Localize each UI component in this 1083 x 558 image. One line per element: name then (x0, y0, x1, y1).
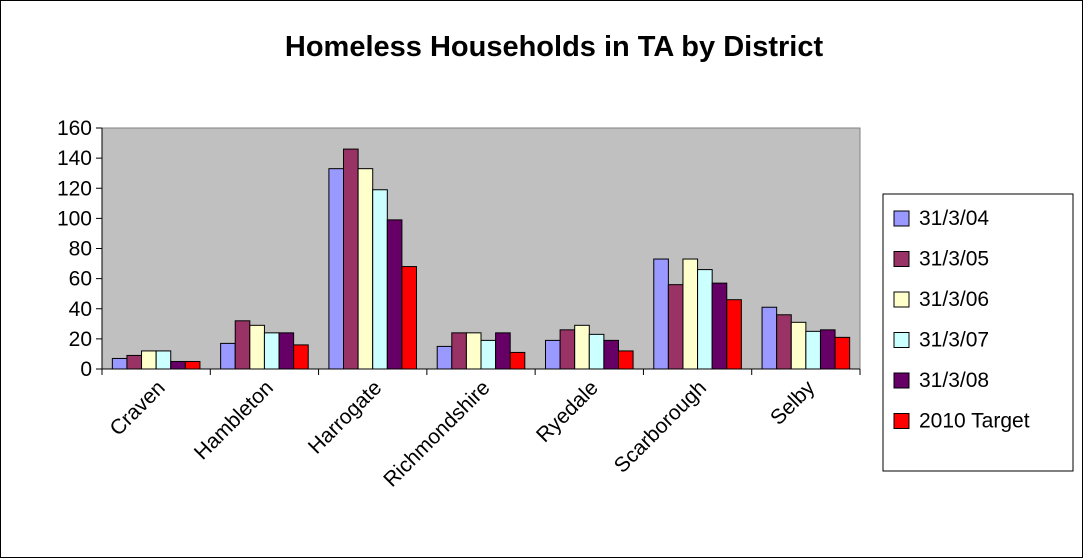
x-category-label: Craven (106, 376, 170, 440)
bar-craven-6 (184, 360, 201, 370)
bar-richmondshire-2 (451, 332, 467, 370)
y-axis: 0 20 40 60 80 100 120 140 160 (57, 117, 103, 381)
bar-harrogate-1 (328, 168, 345, 370)
x-category-label: Richmondshire (379, 376, 494, 491)
y-tick-label: 20 (69, 328, 92, 351)
bar-harrogate-3 (357, 168, 374, 370)
legend-label: 31/3/04 (919, 207, 989, 230)
x-category-label: Selby (766, 376, 820, 430)
bar-selby-2 (776, 314, 792, 370)
bar-ryedale-3 (574, 324, 590, 370)
bar-hambleton-1 (220, 342, 236, 370)
legend-label: 31/3/05 (919, 248, 989, 271)
y-tick-label: 40 (69, 298, 92, 321)
x-category-label: Scarborough (610, 376, 711, 477)
bar-scarborough-5 (711, 282, 728, 370)
bar-selby-6 (834, 336, 851, 370)
legend-swatch (893, 291, 910, 308)
bar-harrogate-6 (401, 266, 418, 370)
bar-hambleton-4 (263, 332, 280, 370)
bar-ryedale-4 (588, 333, 605, 370)
legend-label: 2010 Target (919, 410, 1030, 433)
bar-craven-3 (141, 350, 157, 370)
x-category-label: Ryedale (532, 376, 603, 447)
legend-swatch (893, 372, 910, 389)
bar-hambleton-6 (293, 344, 309, 370)
legend: 31/3/04 31/3/05 31/3/06 31/3/07 31/3/08 2010 … (882, 193, 1074, 472)
bar-selby-1 (761, 306, 778, 370)
bar-ryedale-5 (603, 339, 619, 370)
bar-hambleton-5 (278, 332, 295, 370)
bar-scarborough-6 (726, 299, 742, 370)
bar-richmondshire-1 (436, 345, 453, 370)
y-tick-label: 60 (69, 268, 92, 291)
bar-ryedale-6 (617, 350, 634, 370)
legend-swatch (893, 210, 910, 227)
bar-craven-2 (126, 354, 143, 370)
bar-hambleton-2 (234, 320, 251, 370)
legend-label: 31/3/07 (919, 329, 989, 352)
bar-ryedale-1 (544, 339, 561, 370)
bar-selby-3 (790, 321, 807, 370)
bar-selby-5 (819, 329, 836, 370)
x-category-label: Harrogate (304, 376, 386, 458)
bar-scarborough-2 (667, 284, 684, 370)
bar-richmondshire-3 (465, 332, 482, 370)
bar-scarborough-3 (682, 258, 699, 370)
bar-hambleton-3 (249, 324, 265, 370)
legend-swatch (893, 332, 910, 348)
y-tick-label: 80 (69, 238, 92, 261)
bar-harrogate-4 (372, 189, 388, 370)
y-tick-label: 100 (57, 207, 92, 230)
chart-title: Homeless Households in TA by District (285, 31, 824, 63)
y-tick-label: 160 (57, 117, 92, 140)
bar-harrogate-5 (386, 219, 403, 370)
legend-label: 31/3/08 (919, 369, 989, 392)
bar-ryedale-2 (559, 329, 576, 370)
bar-richmondshire-6 (509, 351, 526, 370)
x-category-label: Hambleton (190, 376, 278, 464)
bar-richmondshire-4 (480, 339, 497, 370)
bar-craven-5 (170, 360, 186, 370)
y-tick-label: 140 (57, 147, 92, 170)
bar-scarborough-4 (697, 269, 713, 370)
legend-swatch (893, 413, 910, 429)
bar-craven-4 (155, 350, 172, 370)
y-tick-label: 120 (57, 177, 92, 200)
bar-selby-4 (805, 330, 821, 370)
legend-label: 31/3/06 (919, 288, 989, 311)
bar-scarborough-1 (653, 258, 669, 370)
legend-swatch (893, 251, 910, 267)
legend-box (882, 193, 1074, 472)
bar-craven-1 (111, 357, 128, 370)
bar-harrogate-2 (343, 148, 359, 370)
y-tick-label: 0 (80, 358, 92, 381)
bar-richmondshire-5 (495, 332, 511, 370)
